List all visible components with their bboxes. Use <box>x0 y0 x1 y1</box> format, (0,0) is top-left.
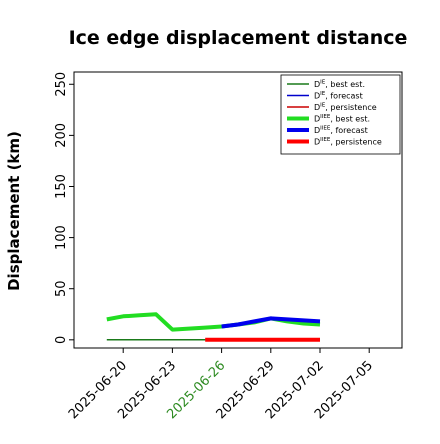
legend-label: DIE, forecast <box>314 91 363 101</box>
y-tick-label: 150 <box>54 174 69 199</box>
y-tick-label: 200 <box>54 123 69 148</box>
legend-label: DIIEE, persistence <box>314 137 382 147</box>
legend-label: DIE, persistence <box>314 103 377 113</box>
legend: DIE, best est.DIE, forecast DIE, persiste… <box>280 74 401 155</box>
legend-label: DIIEE, forecast <box>314 126 368 136</box>
y-tick-label: 50 <box>54 280 69 297</box>
legend-label: DIIEE, best est. <box>314 114 370 124</box>
y-tick-label: 250 <box>54 72 69 97</box>
legend-label: DIE, best est. <box>314 80 365 90</box>
y-tick-label: 100 <box>54 225 69 250</box>
chart-title: Ice edge displacement distance <box>69 27 408 49</box>
y-tick-label: 0 <box>54 336 69 344</box>
series-line-5 <box>221 316 321 329</box>
y-axis-label: Displacement (km) <box>5 131 23 291</box>
